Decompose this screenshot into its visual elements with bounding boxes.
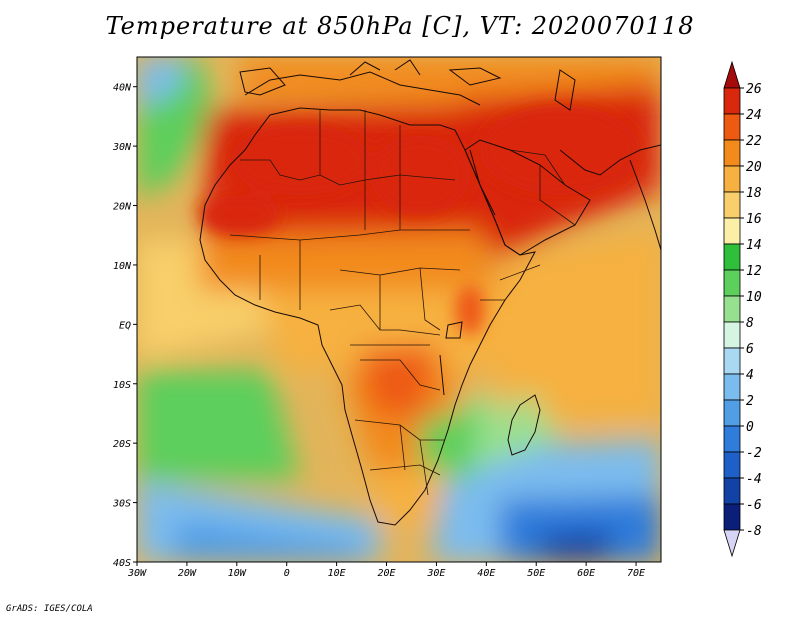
- hot-cores: [200, 105, 640, 335]
- colorbar-label: 14: [746, 238, 762, 253]
- x-tick-label: 30W: [127, 568, 147, 579]
- colorbar-label: 6: [746, 342, 754, 357]
- x-tick-label: 70E: [627, 568, 645, 579]
- x-axis: 30W 20W 10W 0 10E 20E 30E 40E 50E 60E 70E: [127, 562, 645, 579]
- y-axis: 40N 30N 20N 10N EQ 10S 20S 30S 40S: [112, 83, 137, 569]
- colorbar-label: 12: [746, 264, 762, 279]
- colorbar-swatch: [723, 451, 741, 479]
- colorbar-swatch: [723, 217, 741, 245]
- colorbar-label: 26: [746, 82, 762, 97]
- colorbar-swatch: [723, 295, 741, 323]
- colorbar-label: 8: [746, 316, 754, 331]
- colorbar-label: -2: [746, 446, 762, 461]
- colorbar-swatch: [723, 113, 741, 141]
- colorbar-swatch: [723, 399, 741, 427]
- x-tick-label: 10W: [228, 568, 247, 579]
- colorbar-label: 20: [746, 160, 762, 175]
- colorbar-label: -8: [746, 524, 762, 539]
- colorbar-swatch: [723, 477, 741, 505]
- colorbar-label: 24: [746, 108, 762, 123]
- y-tick-label: 30N: [112, 142, 132, 153]
- colorbar-label: -6: [746, 498, 762, 513]
- colorbar-swatch: [723, 321, 741, 349]
- y-tick-label: 40N: [113, 83, 132, 94]
- x-tick-label: 0: [284, 568, 290, 579]
- colorbar-swatch: [723, 373, 741, 401]
- colorbar-swatch: [723, 269, 741, 297]
- y-tick-label: 40S: [113, 558, 131, 569]
- colorbar-label: 18: [746, 186, 762, 201]
- colorbar-swatch: [723, 425, 741, 453]
- x-tick-label: 30E: [426, 568, 445, 579]
- map-title: Temperature at 850hPa [C], VT: 202007011…: [105, 12, 695, 40]
- colorbar-swatch: [723, 191, 741, 219]
- y-tick-label: 10S: [113, 380, 131, 391]
- colorbar-label: 0: [746, 420, 754, 435]
- y-tick-label: EQ: [119, 320, 131, 331]
- y-tick-label: 10N: [113, 261, 132, 272]
- colorbar-bottom-arrow: [723, 529, 741, 558]
- x-tick-label: 50E: [527, 568, 545, 579]
- colorbar-label: 16: [746, 212, 762, 227]
- x-tick-label: 40E: [477, 568, 495, 579]
- colorbar-top-arrow: [723, 60, 741, 89]
- x-tick-label: 20W: [178, 568, 197, 579]
- country-borders: [229, 110, 576, 496]
- colorbar-swatch: [723, 165, 741, 193]
- y-tick-label: 20N: [113, 202, 132, 213]
- colorbar-label: 2: [746, 394, 754, 409]
- y-tick-label: 20S: [113, 439, 131, 450]
- x-tick-label: 10E: [328, 568, 346, 579]
- colorbar-swatch: [723, 243, 741, 271]
- plot-frame: [136, 56, 662, 563]
- colorbar-swatch: [723, 503, 741, 531]
- colorbar-swatch: [723, 87, 741, 115]
- colorbar-label: 4: [746, 368, 754, 383]
- x-tick-label: 60E: [577, 568, 595, 579]
- colorbar-label: -4: [746, 472, 762, 487]
- colorbar-swatch: [723, 139, 741, 167]
- colorbar-label: 22: [746, 134, 762, 149]
- x-tick-label: 20E: [377, 568, 395, 579]
- y-tick-label: 30S: [112, 499, 131, 510]
- colorbar-label: 10: [746, 290, 762, 305]
- map-plot-area: [137, 57, 661, 562]
- colorbar-swatch: [723, 347, 741, 375]
- credit-label: GrADS: IGES/COLA: [6, 604, 93, 614]
